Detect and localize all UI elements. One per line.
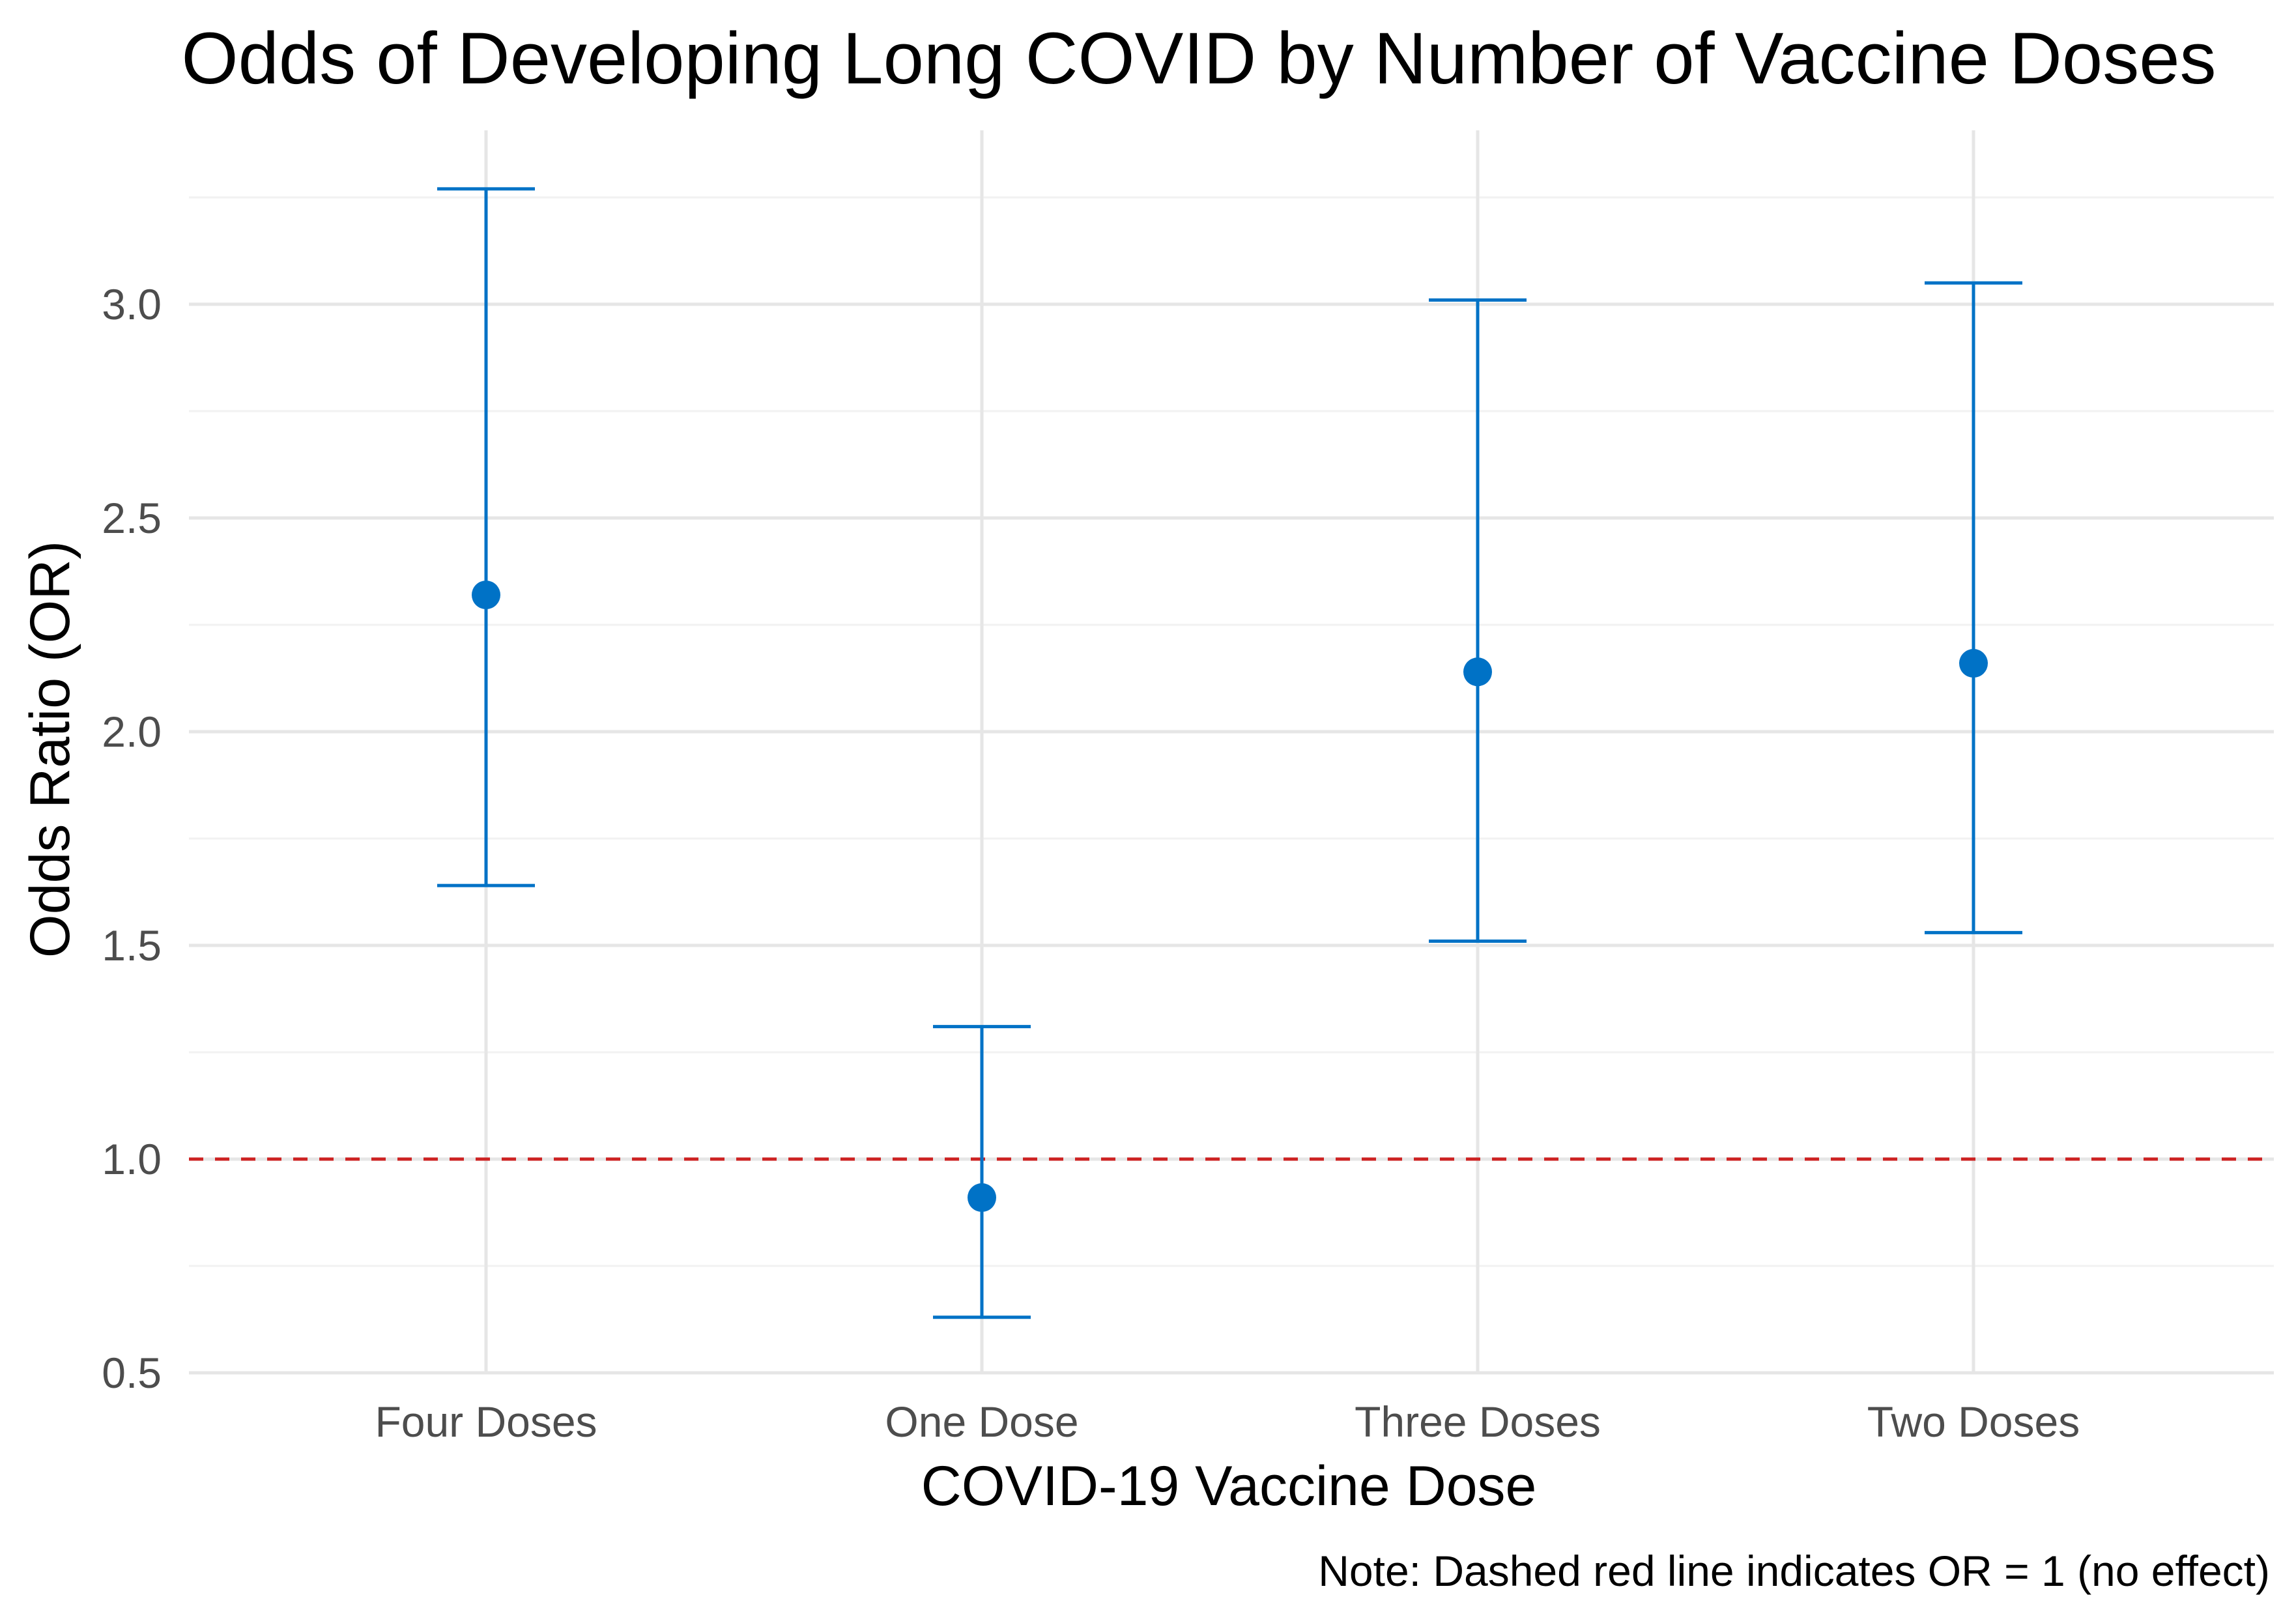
y-axis-tick-labels: 0.5 1.0 1.5 2.0 2.5 3.0 <box>102 280 162 1397</box>
y-tick-label: 1.5 <box>102 921 162 969</box>
y-tick-label: 0.5 <box>102 1349 162 1397</box>
y-tick-label: 2.0 <box>102 708 162 756</box>
x-tick-label: One Dose <box>885 1398 1078 1446</box>
data-point <box>1959 649 1988 678</box>
chart-caption: Note: Dashed red line indicates OR = 1 (… <box>1318 1547 2270 1595</box>
y-axis-title: Odds Ratio (OR) <box>19 541 81 958</box>
y-tick-label: 2.5 <box>102 494 162 542</box>
error-bars <box>437 187 2022 1319</box>
y-tick-label: 1.0 <box>102 1135 162 1183</box>
data-point <box>472 581 500 610</box>
data-point <box>968 1183 996 1213</box>
y-tick-label: 3.0 <box>102 280 162 328</box>
minor-gridlines <box>189 196 2274 1267</box>
x-tick-label: Two Doses <box>1867 1398 2080 1446</box>
data-points <box>472 581 1988 1213</box>
chart-title: Odds of Developing Long COVID by Number … <box>181 18 2216 99</box>
x-tick-label: Three Doses <box>1355 1398 1601 1446</box>
x-tick-label: Four Doses <box>375 1398 597 1446</box>
data-point <box>1463 657 1492 687</box>
x-axis-title: COVID-19 Vaccine Dose <box>921 1455 1537 1517</box>
x-axis-tick-labels: Four Doses One Dose Three Doses Two Doses <box>375 1398 2080 1446</box>
major-gridlines <box>189 302 2274 1375</box>
